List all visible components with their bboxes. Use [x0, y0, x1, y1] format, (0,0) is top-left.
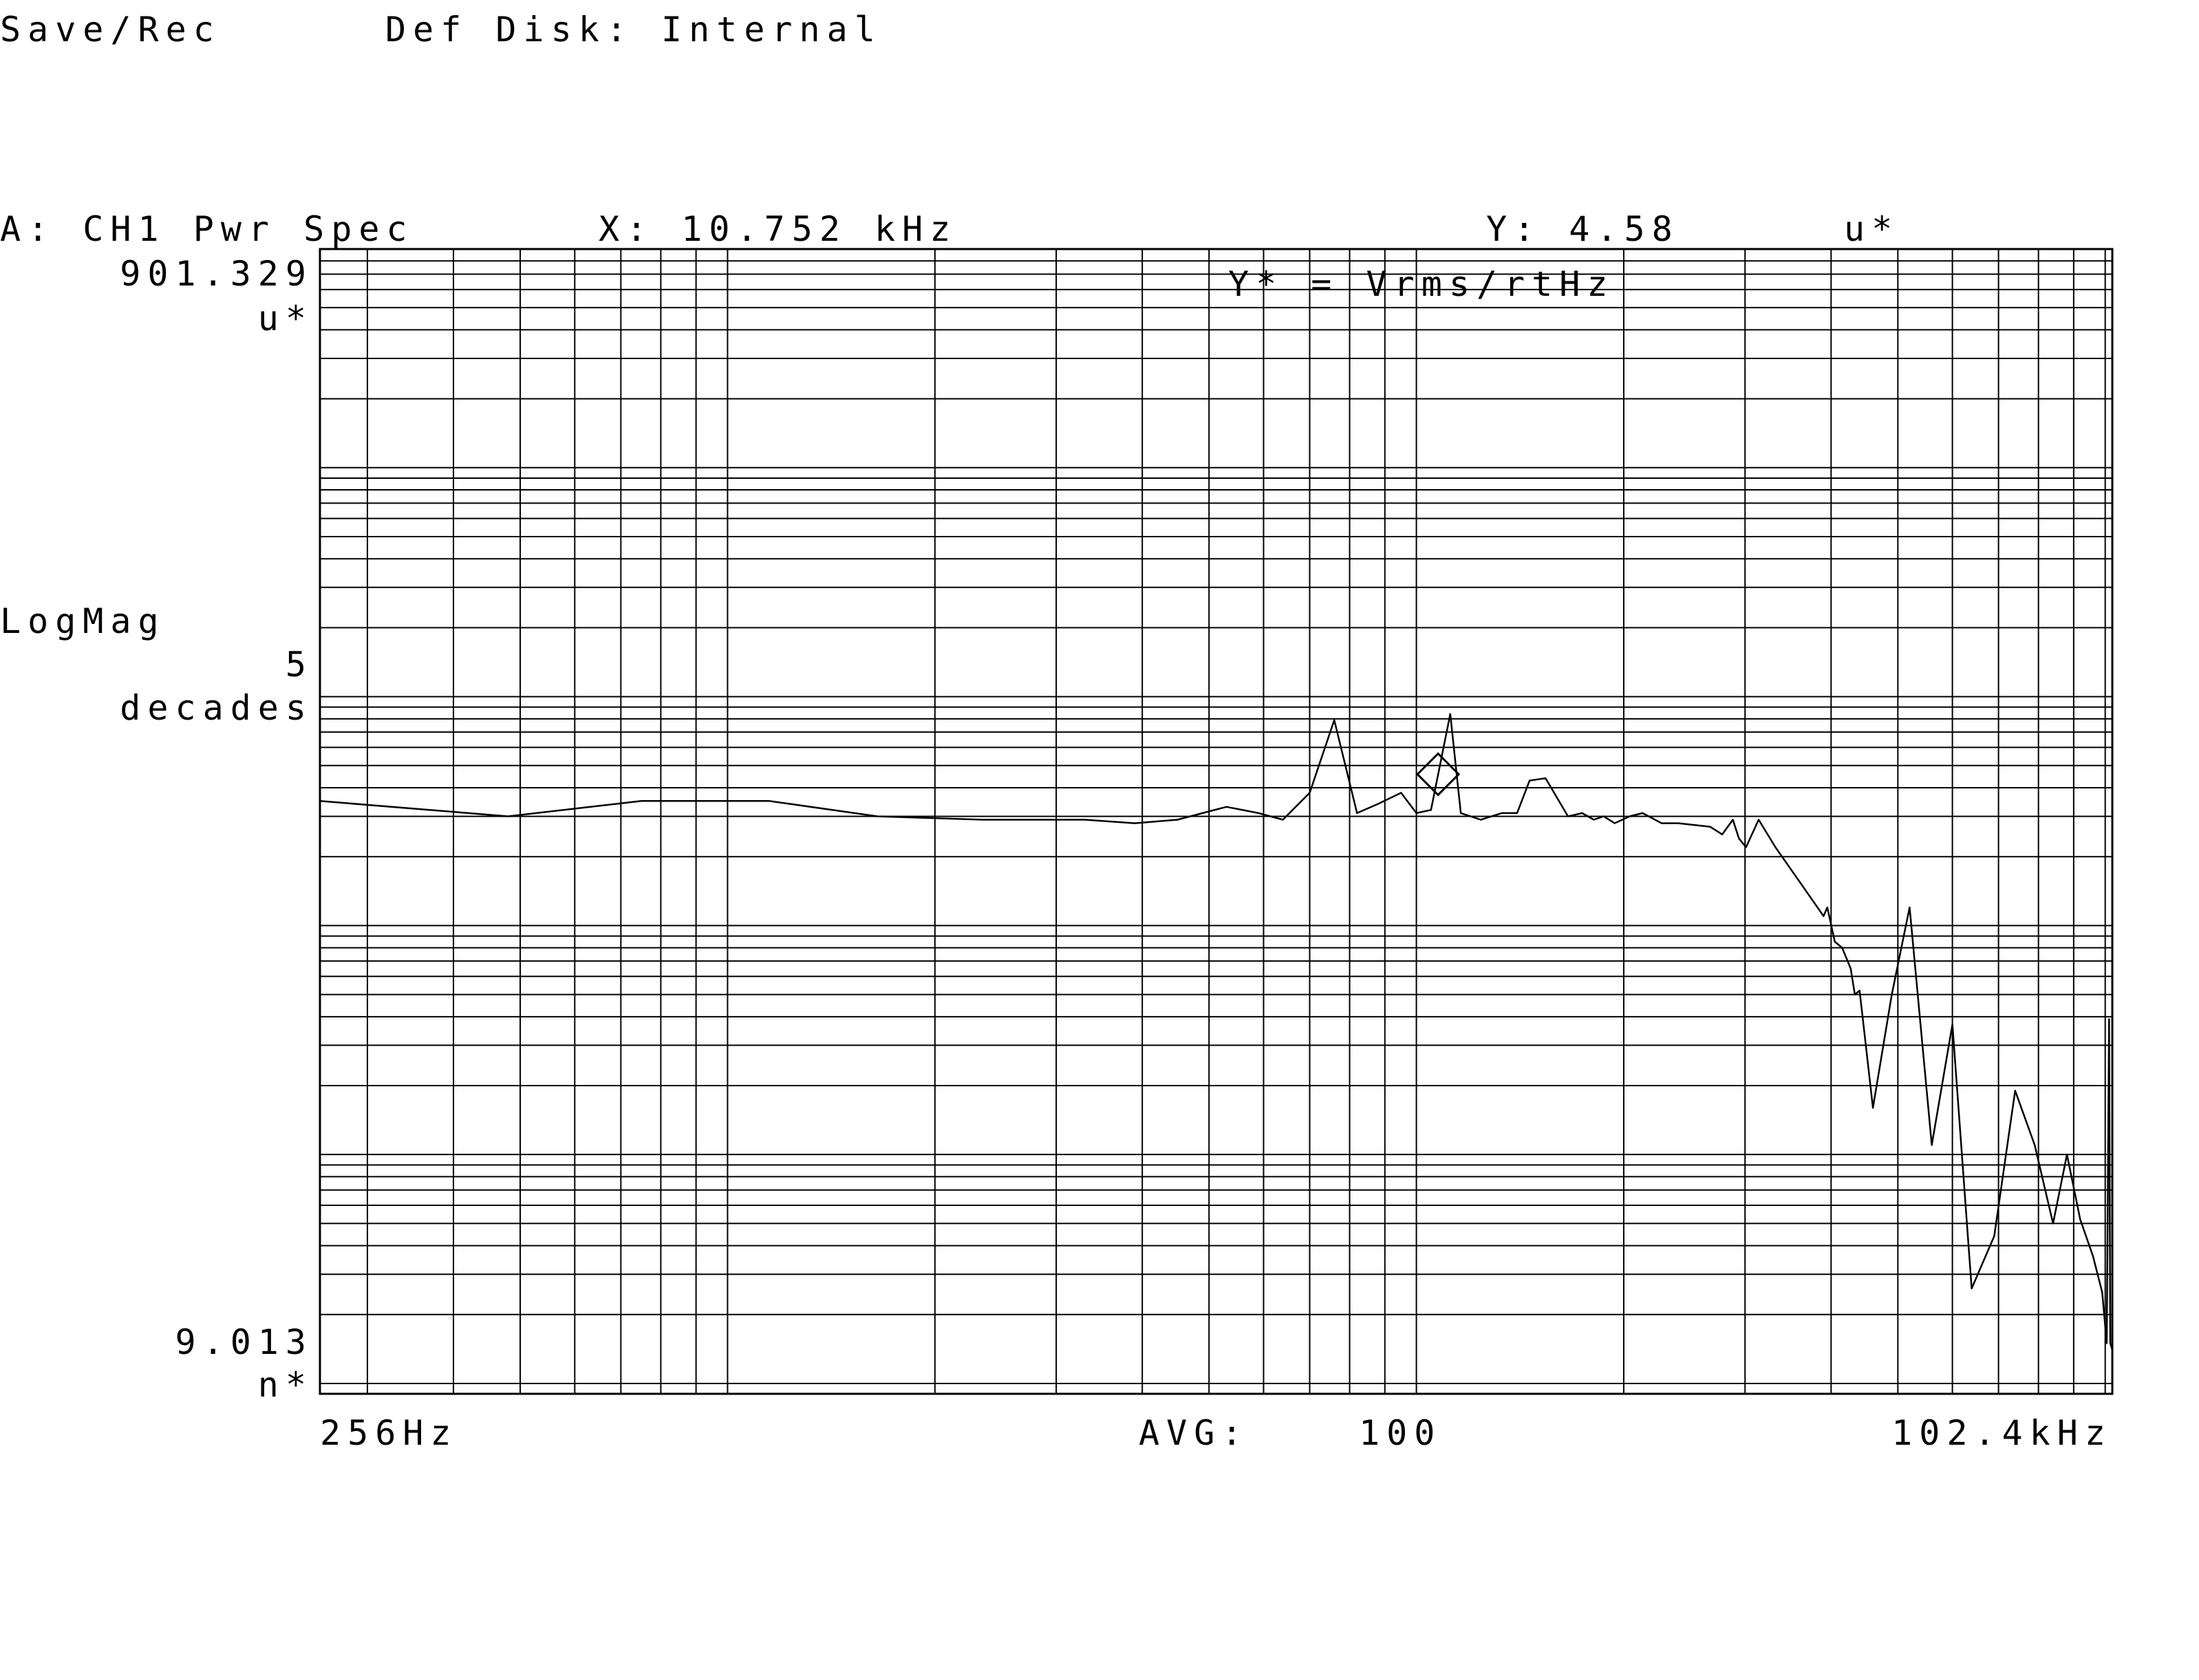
avg-label: AVG:	[1139, 1413, 1249, 1453]
marker-y-unit: u*	[1844, 209, 1899, 249]
plot-grid	[320, 248, 2112, 1394]
marker-diamond	[1415, 752, 1461, 797]
x-start-label: 256Hz	[320, 1413, 458, 1453]
y-top-unit: u*	[258, 299, 313, 338]
y-scale-unit: decades	[120, 688, 313, 728]
y-scale-decades: 5	[286, 645, 313, 685]
spectrum-trace	[319, 713, 2114, 1350]
plot-frame	[319, 248, 2114, 1395]
y-bottom-value: 9.013	[175, 1322, 313, 1362]
marker-y-readout: Y: 4.58	[1486, 209, 1680, 249]
marker-x-readout: X: 10.752 kHz	[599, 209, 957, 249]
units-annotation: Y* = Vrms/rtHz	[1228, 264, 1614, 304]
default-disk-text: Def Disk: Internal	[385, 10, 882, 50]
y-top-value: 901.329	[120, 254, 313, 294]
avg-count: 100	[1359, 1413, 1441, 1453]
trace-title: A: CH1 Pwr Spec	[0, 209, 414, 249]
status-text: Save/Rec	[0, 10, 221, 50]
y-bottom-unit: n*	[258, 1365, 313, 1405]
x-stop-label: 102.4kHz	[1891, 1413, 2112, 1453]
y-scale-type: LogMag	[0, 601, 166, 641]
